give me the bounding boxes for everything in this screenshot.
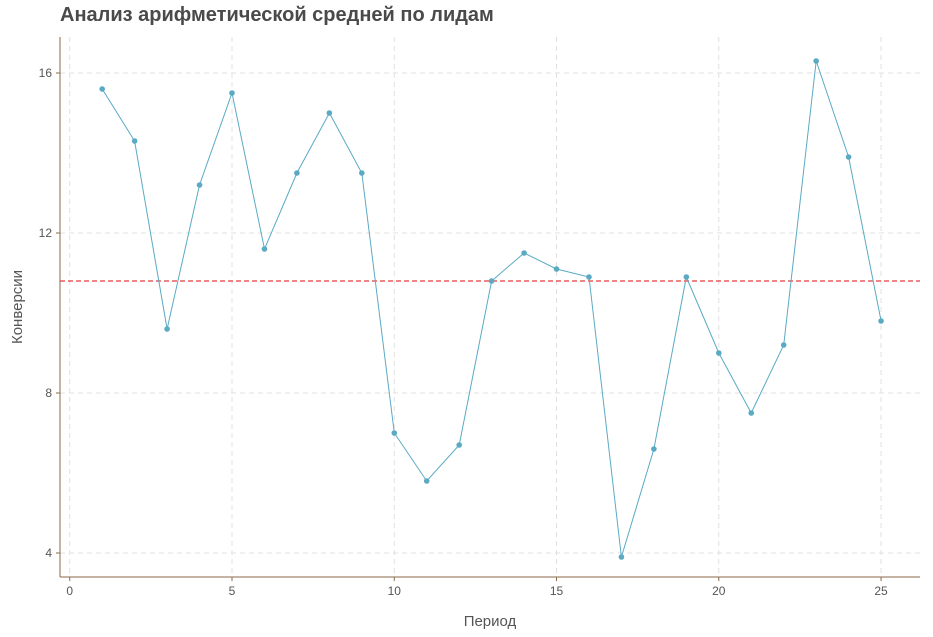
y-tick-label: 16 <box>39 66 53 80</box>
y-tick-label: 8 <box>45 386 52 400</box>
y-axis-title: Конверсии <box>9 270 26 344</box>
data-point <box>553 266 560 272</box>
data-point <box>488 278 495 284</box>
data-point <box>131 138 138 144</box>
axis-ticks: 0 5 10 15 20 25 4 8 12 16 <box>39 66 888 598</box>
data-point <box>651 446 657 452</box>
x-tick-label: 10 <box>388 584 402 598</box>
data-point <box>326 110 333 116</box>
data-point <box>99 86 105 92</box>
x-tick-label: 5 <box>229 584 236 598</box>
data-point <box>359 170 365 176</box>
data-points <box>99 58 884 560</box>
data-point <box>521 250 527 256</box>
y-tick-label: 4 <box>45 546 52 560</box>
data-point <box>456 442 462 448</box>
x-axis-title: Период <box>464 613 517 630</box>
data-point <box>878 318 884 324</box>
data-point <box>748 410 755 416</box>
data-point <box>715 350 722 356</box>
series-line <box>101 60 882 558</box>
x-tick-label: 15 <box>550 584 564 598</box>
y-tick-label: 12 <box>39 226 53 240</box>
x-tick-label: 0 <box>66 584 73 598</box>
x-tick-label: 20 <box>712 584 726 598</box>
data-point <box>423 478 430 484</box>
data-point <box>196 182 203 188</box>
grid <box>60 37 920 577</box>
data-point <box>683 274 690 280</box>
chart-title: Анализ арифметической средней по лидам <box>60 4 494 26</box>
data-point <box>294 170 300 176</box>
data-point <box>261 246 268 252</box>
data-point <box>164 326 170 332</box>
data-point <box>780 342 787 348</box>
data-point <box>391 430 398 436</box>
data-point <box>229 90 235 96</box>
data-point <box>586 274 592 280</box>
data-point <box>618 554 625 560</box>
x-tick-label: 25 <box>874 584 888 598</box>
data-point <box>845 154 852 160</box>
data-point <box>813 58 819 64</box>
